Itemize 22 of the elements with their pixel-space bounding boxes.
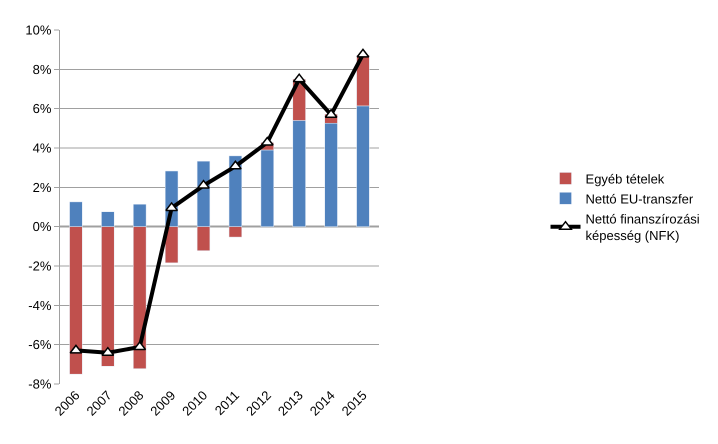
legend-label: Nettó finanszírozási képesség (NFK) (586, 211, 700, 244)
y-tick-label: 8% (32, 62, 52, 77)
legend-label: Nettó EU-transzfer (586, 191, 694, 206)
y-tick-label: 2% (32, 180, 52, 195)
y-tick-label: -2% (28, 258, 52, 274)
legend-label: Egyéb tételek (586, 172, 665, 187)
point (228, 160, 242, 170)
y-tick-label: 0% (32, 219, 52, 234)
point (292, 73, 306, 82)
point (69, 344, 82, 354)
point (133, 341, 146, 350)
point (165, 202, 178, 212)
point (324, 109, 338, 118)
y-tick-label: -4% (28, 298, 52, 313)
point (356, 48, 370, 58)
y-tick-label: -6% (28, 337, 52, 352)
y-tick-label: -8% (28, 376, 52, 392)
y-tick-label: 10% (25, 22, 52, 38)
y-tick-label: 6% (32, 101, 52, 116)
point (260, 136, 274, 146)
point (101, 346, 114, 356)
y-tick-label: 4% (32, 140, 52, 156)
